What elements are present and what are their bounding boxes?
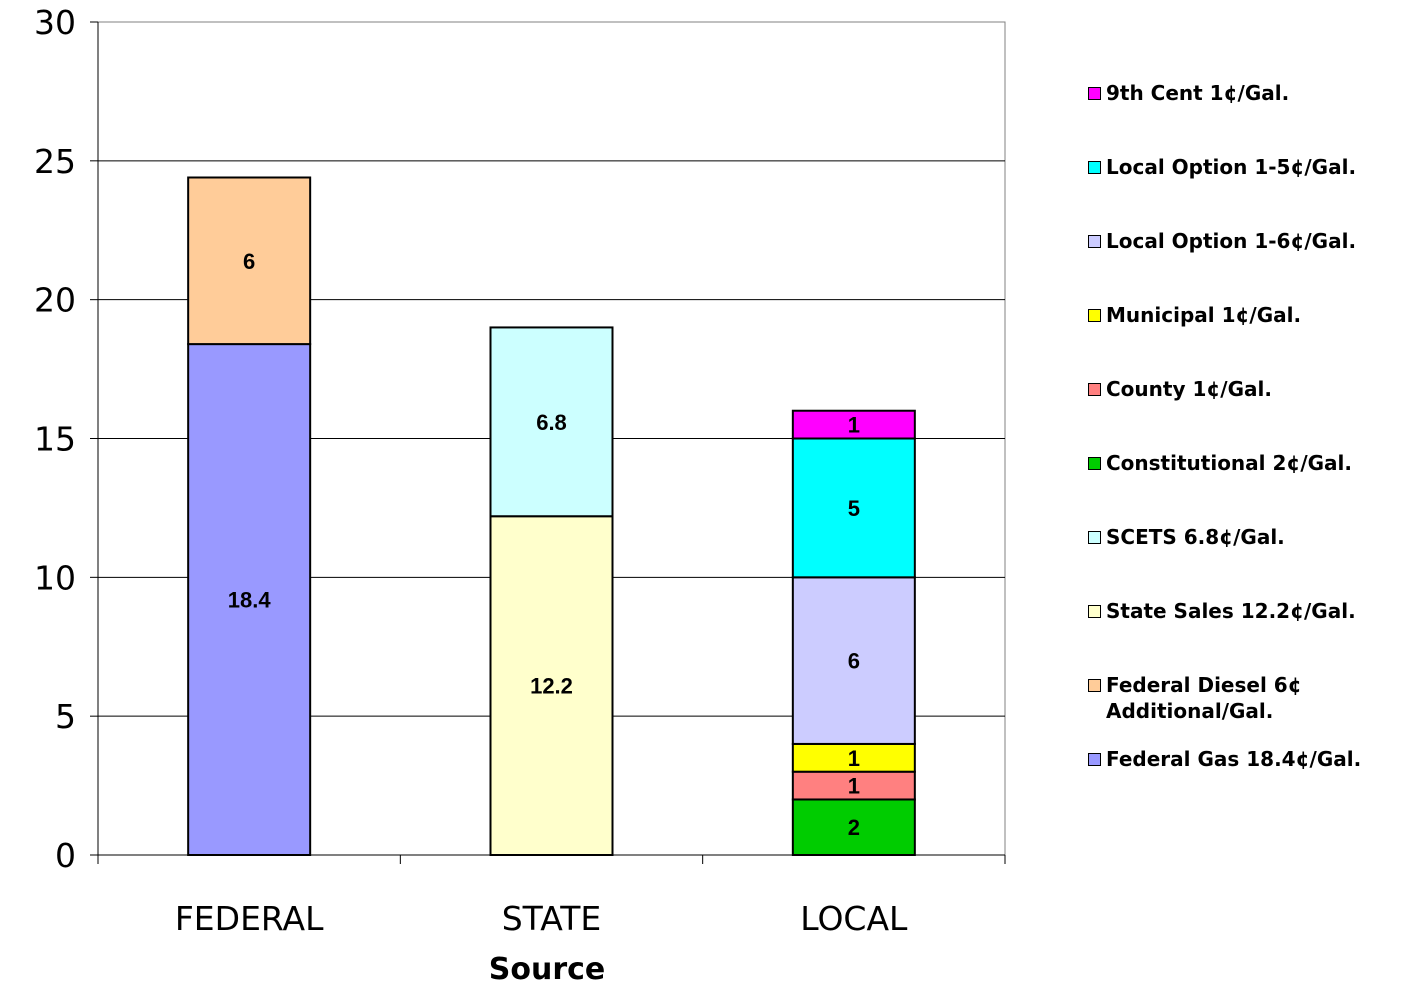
x-axis-title: Source (489, 952, 606, 984)
bar-segment (791, 576, 916, 745)
bar-segment (489, 326, 614, 518)
legend-item: County 1¢/Gal. (1088, 376, 1272, 402)
legend-item: Local Option 1-5¢/Gal. (1088, 154, 1356, 180)
y-tick-label: 10 (34, 558, 76, 597)
data-label: 18.4 (228, 588, 272, 613)
legend-swatch (1088, 383, 1101, 396)
legend-item: SCETS 6.8¢/Gal. (1088, 524, 1285, 550)
legend-label: Local Option 1-6¢/Gal. (1106, 229, 1357, 253)
data-label: 5 (848, 496, 860, 521)
legend-item: State Sales 12.2¢/Gal. (1088, 598, 1356, 624)
data-label: 6 (848, 649, 860, 674)
data-label: 1 (848, 746, 860, 771)
legend-swatch (1088, 531, 1101, 544)
legend-label: Municipal 1¢/Gal. (1106, 303, 1302, 327)
legend-label: Constitutional 2¢/Gal. (1106, 451, 1352, 475)
legend-swatch (1088, 87, 1101, 100)
legend-item: Federal Diesel 6¢ Additional/Gal. (1088, 672, 1302, 724)
bar-segment (791, 798, 916, 857)
bar-segment (791, 742, 916, 773)
legend-swatch (1088, 161, 1101, 174)
legend-label: SCETS 6.8¢/Gal. (1106, 525, 1285, 549)
legend-swatch (1088, 605, 1101, 618)
data-label: 1 (848, 413, 860, 438)
x-tick-label: STATE (502, 899, 602, 938)
legend-item: Municipal 1¢/Gal. (1088, 302, 1301, 328)
y-tick-label: 30 (34, 3, 76, 42)
legend-swatch (1088, 235, 1101, 248)
legend-swatch (1088, 309, 1101, 322)
x-tick-label: FEDERAL (175, 899, 324, 938)
data-label: 6.8 (536, 410, 567, 435)
data-labels: 18.4 6 12.2 6.8 2 1 1 6 5 1 (228, 249, 860, 840)
bar-segment (791, 409, 916, 440)
bars (187, 176, 916, 857)
bar-segment (489, 515, 614, 856)
legend-swatch (1088, 753, 1101, 766)
y-tick-label: 0 (55, 836, 76, 875)
legend-swatch (1088, 679, 1101, 692)
x-tick-label: LOCAL (800, 899, 908, 938)
legend-label: Federal Diesel 6¢ Additional/Gal. (1106, 673, 1302, 723)
legend-item: Federal Gas 18.4¢/Gal. (1088, 746, 1361, 772)
legend-label: Local Option 1-5¢/Gal. (1106, 155, 1357, 179)
legend-item: 9th Cent 1¢/Gal. (1088, 80, 1289, 106)
y-tick-label: 20 (34, 281, 76, 320)
data-label: 6 (243, 249, 255, 274)
bar-segment (187, 176, 312, 346)
legend-item: Local Option 1-6¢/Gal. (1088, 228, 1356, 254)
legend-label: 9th Cent 1¢/Gal. (1106, 81, 1290, 105)
y-tick-label: 5 (55, 697, 76, 736)
data-label: 2 (848, 815, 860, 840)
y-tick-label: 25 (34, 142, 76, 181)
data-label: 1 (848, 774, 860, 799)
y-tick-label: 15 (34, 420, 76, 459)
legend-label: County 1¢/Gal. (1106, 377, 1272, 401)
legend-swatch (1088, 457, 1101, 470)
legend-label: State Sales 12.2¢/Gal. (1106, 599, 1356, 623)
legend-label: Federal Gas 18.4¢/Gal. (1106, 747, 1362, 771)
bar-segment (791, 770, 916, 801)
data-label: 12.2 (530, 674, 573, 699)
legend-item: Constitutional 2¢/Gal. (1088, 450, 1352, 476)
